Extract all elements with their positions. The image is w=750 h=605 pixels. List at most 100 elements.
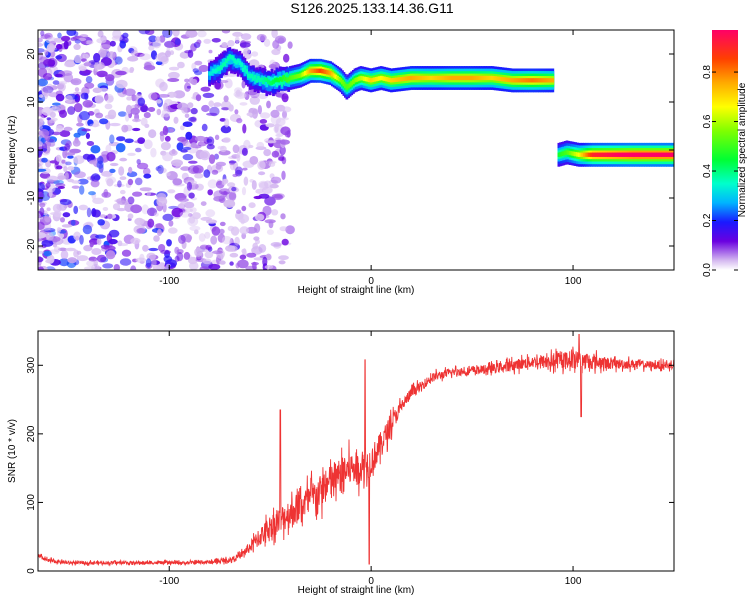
noise-blob [148,35,157,43]
noise-blob [86,141,95,146]
noise-blob [124,88,136,97]
noise-blob [118,243,128,247]
noise-blob [171,159,183,167]
noise-blob [102,263,114,269]
noise-blob [49,111,56,118]
noise-blob [234,236,240,246]
noise-blob [215,164,222,170]
ridge-cell [607,152,610,157]
noise-blob [191,62,197,70]
ridge-cell [250,73,254,79]
ridge-cell [320,69,324,74]
noise-blob [166,239,172,247]
noise-blob [38,256,44,263]
ridge-cell [522,78,526,83]
noise-blob [118,166,125,176]
noise-blob [179,51,190,59]
noise-blob [167,91,177,98]
ridge-cell [294,74,297,79]
noise-blob [67,166,75,171]
y-tick-label: 300 [26,357,37,374]
noise-blob [42,73,53,80]
ridge-cell [638,152,642,157]
noise-blob [254,223,261,234]
ridge-cell [307,69,311,74]
noise-blob [208,100,214,107]
noise-blob [188,216,196,224]
noise-blob [60,35,71,42]
noise-blob [186,85,191,89]
noise-blob [264,219,276,224]
ridge-cell [280,77,284,82]
ridge-cell [458,75,462,81]
noise-blob [221,42,228,48]
noise-blob [84,82,95,89]
ridge-cell [576,152,579,157]
noise-blob [79,111,90,121]
ridge-cell [494,76,497,81]
noise-blob [159,81,168,92]
noise-blob [190,78,198,86]
noise-blob [72,139,81,147]
noise-blob [188,165,199,175]
noise-blob [185,131,193,140]
noise-blob [210,235,218,245]
noise-blob [255,188,264,194]
noise-blob [77,178,89,185]
noise-blob [82,153,91,160]
noise-blob [166,263,171,268]
ridge-cell [516,78,519,83]
noise-blob [135,257,147,263]
noise-blob [262,205,272,216]
ridge-cell [411,75,415,81]
noise-blob [107,109,117,120]
snr-series-line [38,333,674,567]
noise-blob [58,258,70,267]
ridge-cell [511,78,514,83]
noise-blob [234,36,240,44]
noise-blob [93,174,101,181]
noise-blob [241,147,248,156]
noise-blob [281,238,289,246]
ridge-cell [637,152,641,157]
ridge-cell [314,68,317,73]
ridge-cell [302,71,306,77]
noise-blob [199,150,211,161]
noise-blob [143,139,153,150]
noise-blob [183,251,191,260]
snr-x-axis-label: Height of straight line (km) [298,585,415,596]
snr-y-ticks: 0 100 200 300 [26,357,674,574]
ridge-cell [252,76,255,81]
noise-blob [258,171,266,176]
noise-blob [99,214,106,218]
noise-blob [257,160,266,170]
noise-blob [163,266,169,270]
noise-blob [143,64,156,71]
noise-blob [52,203,62,213]
ridge-cell [273,78,277,83]
colorbar-tick-label: 0.2 [702,213,713,227]
noise-blob [200,86,211,92]
noise-blob [139,253,145,262]
ridge-cell [569,150,572,156]
colorbar-ticks: 0.0 0.2 0.4 0.6 0.8 [702,65,738,277]
noise-blob [220,145,227,153]
ridge-cell [543,78,546,83]
ridge-cell [644,152,647,157]
noise-blob [137,137,146,145]
noise-blob [98,87,109,92]
noise-blob [234,109,239,115]
ridge-cell [627,152,630,157]
ridge-cell [603,152,607,157]
ridge-cell [287,77,291,82]
noise-blob [73,31,79,37]
noise-blob [119,176,127,181]
noise-blob [241,205,247,212]
noise-blob [236,209,242,214]
noise-blob [263,149,272,157]
noise-blob [39,207,45,217]
noise-blob [164,135,171,142]
noise-blob [71,185,80,189]
ridge-cell [608,152,612,157]
